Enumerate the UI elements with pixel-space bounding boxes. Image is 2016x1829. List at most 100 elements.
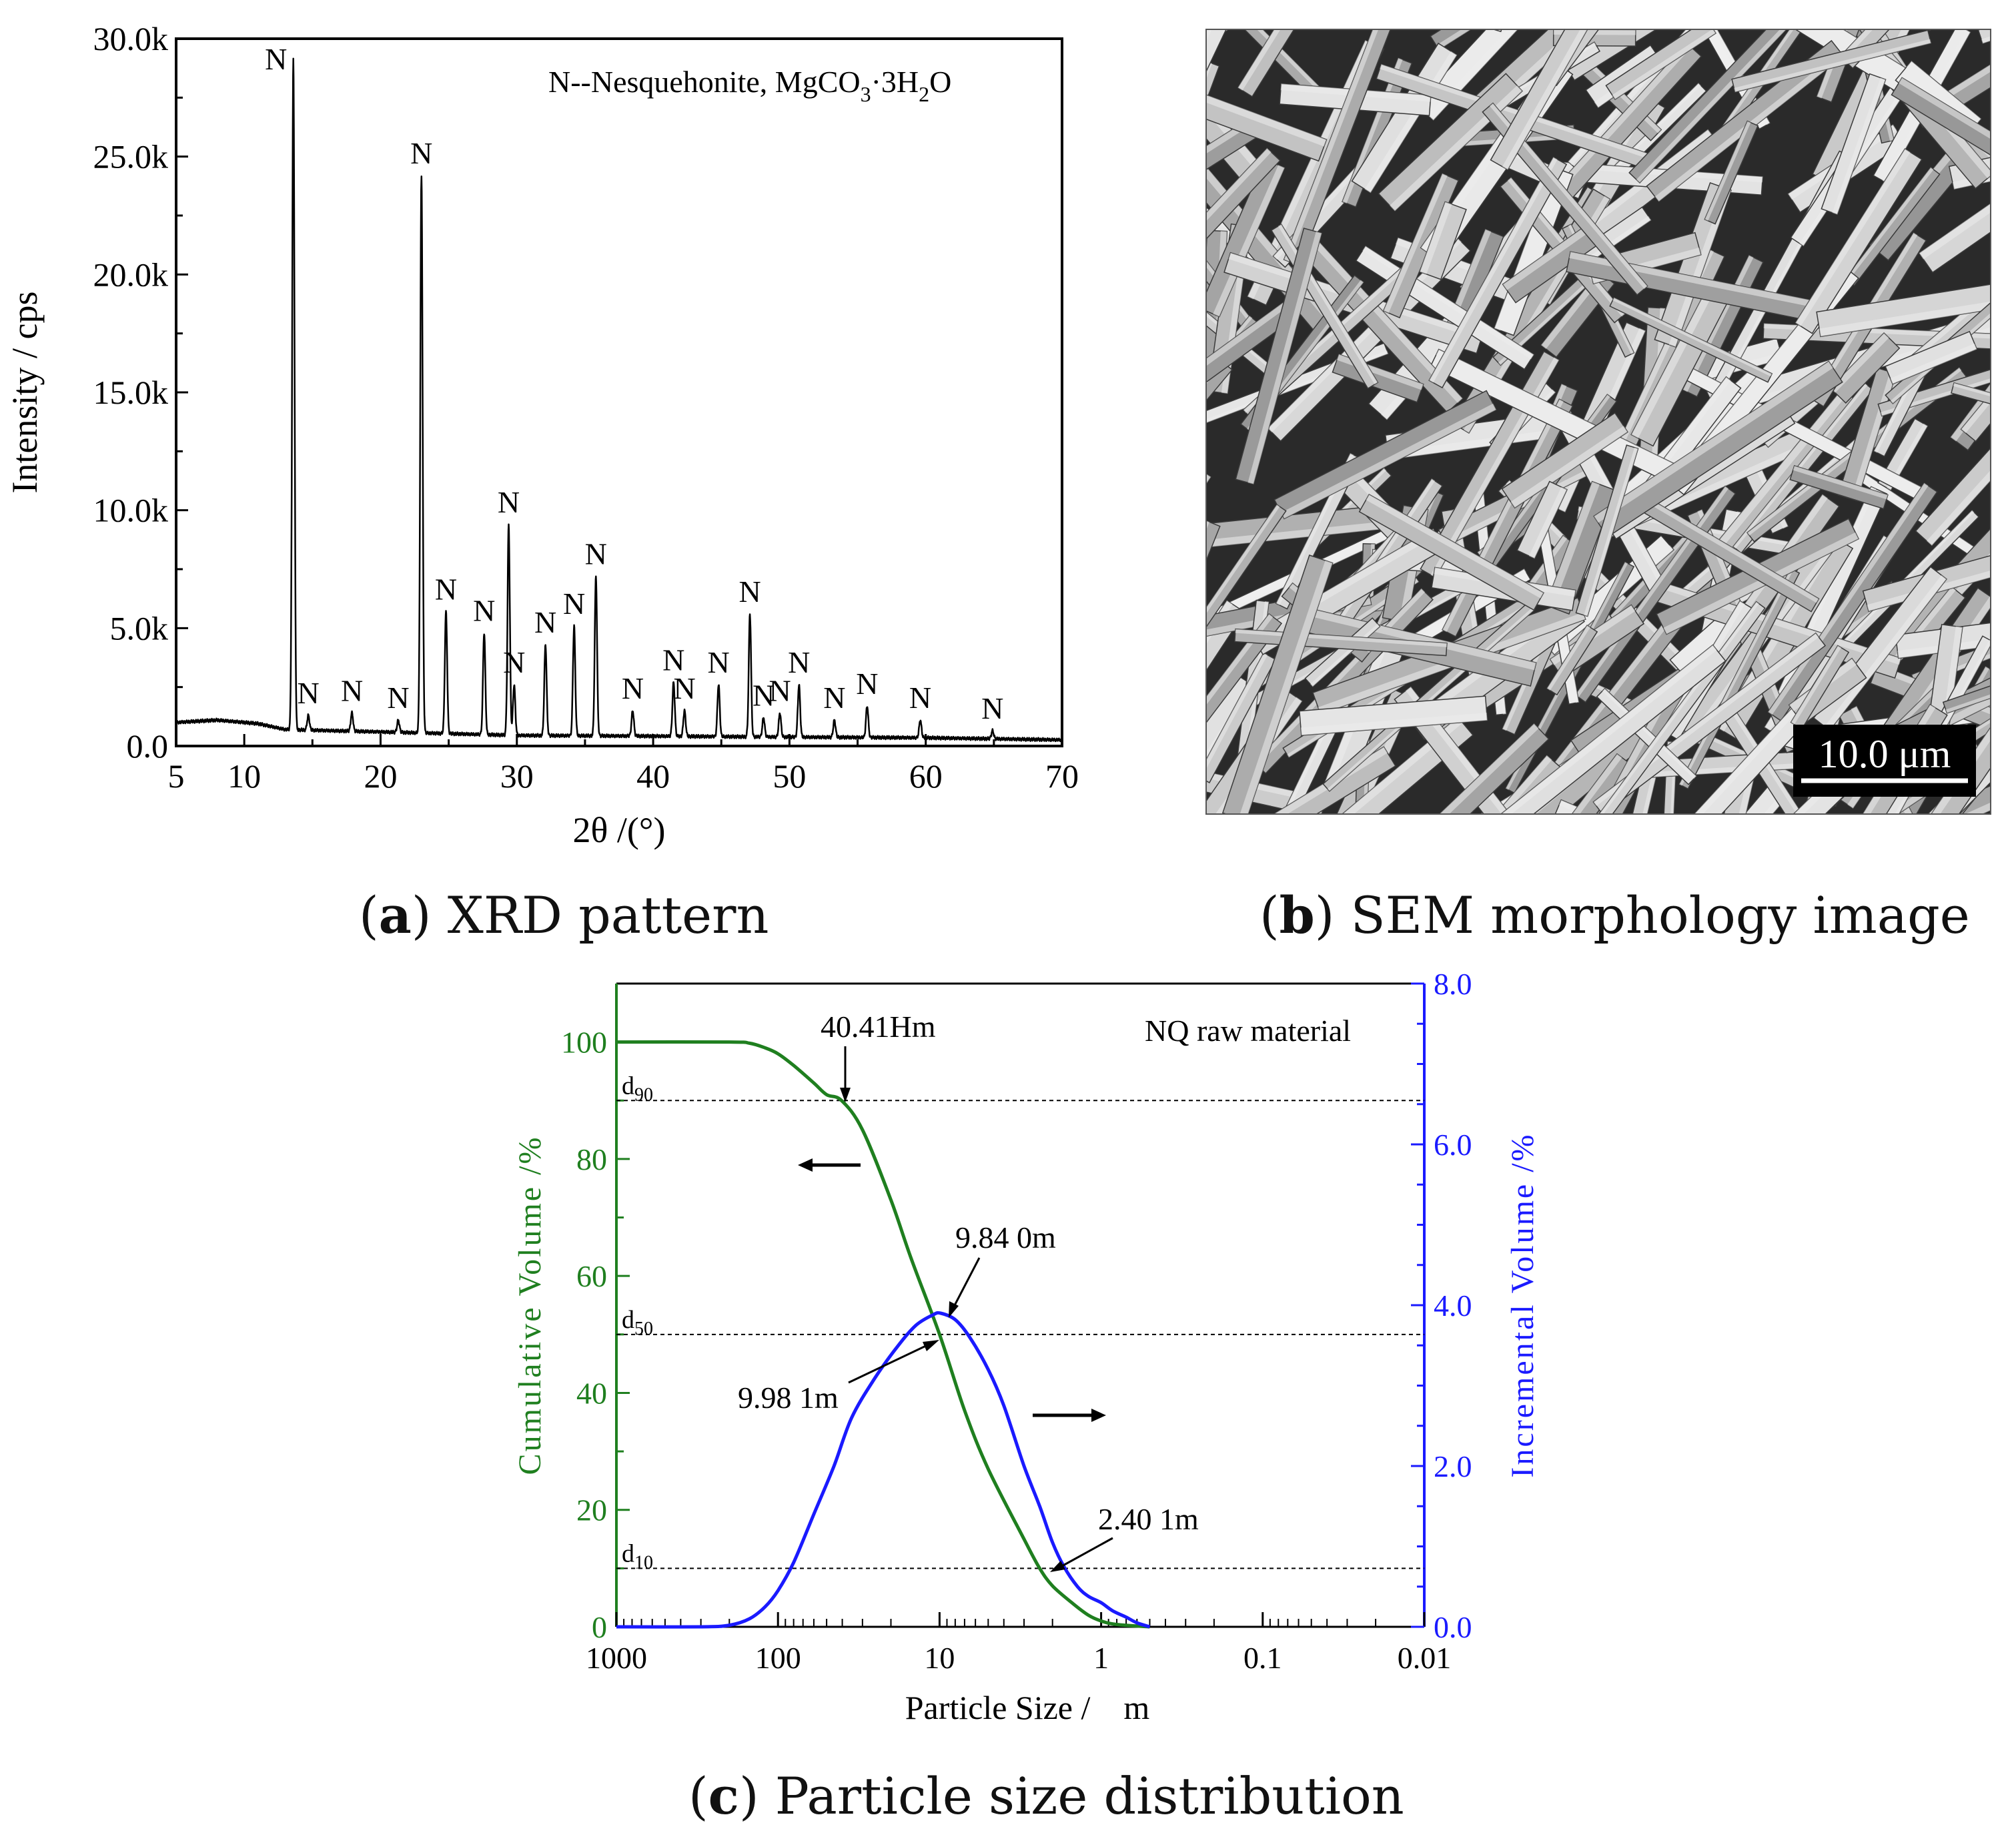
xrd-peak-label: N	[265, 42, 287, 76]
xrd-peak-label: N	[673, 671, 695, 705]
sem-needle	[1829, 332, 1901, 404]
sem-needle	[1546, 625, 1598, 696]
sem-needle-highlight	[1429, 157, 1558, 383]
sem-needle-body	[1918, 29, 1991, 32]
sem-needle	[1501, 412, 1628, 509]
svg-text:40.41Hm: 40.41Hm	[821, 1010, 936, 1044]
sem-needle	[1918, 199, 1991, 274]
sem-needle	[1816, 280, 1991, 338]
sem-needle	[1951, 382, 1991, 426]
right-axis-arrow	[1033, 1409, 1106, 1422]
xrd-peak-label: N	[498, 485, 520, 519]
sem-needle	[1386, 29, 1508, 33]
sem-needle	[1206, 504, 1287, 648]
sem-needle	[1358, 493, 1544, 611]
sem-needle-highlight	[1663, 532, 1859, 635]
xrd-x-tick-label: 50	[773, 757, 806, 795]
sem-needle-highlight	[1668, 188, 1732, 348]
psd-right-tick-label: 4.0	[1434, 1289, 1472, 1323]
sem-needle	[1206, 61, 1220, 152]
left-axis-arrow	[798, 1158, 861, 1172]
sem-needle	[1915, 380, 1991, 546]
sem-needle	[1206, 652, 1277, 783]
sem-needle-highlight	[1247, 232, 1322, 484]
sem-needle-highlight	[1612, 298, 1773, 377]
scale-bar-label: 10.0 μm	[1819, 732, 1951, 776]
sem-needle-highlight	[1832, 77, 1886, 215]
sem-needle-highlight	[1437, 723, 1539, 814]
sem-needle	[1609, 297, 1773, 383]
xrd-y-tick-label: 10.0k	[93, 492, 169, 529]
sem-needle	[1206, 519, 1221, 609]
sem-needle-body	[1977, 29, 1991, 45]
sem-needle-highlight	[1302, 717, 1463, 814]
sem-needle-highlight	[1734, 39, 1931, 93]
sem-needle-body	[1428, 156, 1568, 389]
sem-needle-body	[1494, 753, 1634, 814]
incremental-volume-curve	[616, 1311, 1151, 1629]
sem-needle-highlight	[1476, 755, 1552, 814]
xrd-peak-label: N	[435, 573, 457, 607]
xrd-x-tick-label: 20	[364, 757, 397, 795]
xrd-y-tick-label: 15.0k	[93, 374, 169, 411]
sem-needle-highlight	[1899, 77, 1991, 147]
psd-x-tick-label: 0.01	[1398, 1641, 1452, 1675]
sem-needle-highlight	[1206, 47, 1327, 147]
sem-needle-body	[1133, 352, 1199, 478]
sem-needle	[1704, 120, 1759, 225]
sem-needle	[1206, 464, 1212, 581]
sem-needle-body	[1554, 799, 1661, 814]
xrd-peak-label: N	[534, 605, 556, 639]
sem-needle-highlight	[1206, 504, 1280, 643]
sem-needle	[1221, 555, 1334, 814]
sem-needle	[1516, 480, 1568, 560]
sem-needle-body	[1482, 102, 1648, 296]
sem-needle-highlight	[1729, 707, 1810, 814]
sem-needle-highlight	[1383, 173, 1448, 314]
sem-needle-highlight	[1550, 161, 1763, 183]
sem-needle	[1206, 147, 1281, 296]
sem-needle-highlight	[1546, 625, 1590, 691]
psd-chart: 0 20 40 60 80 100 0.0 2.0 4.0 6.0 8.0 1000 100 10 1 0…	[512, 967, 1540, 1826]
sem-needle-highlight	[1420, 202, 1452, 274]
xrd-x-tick-label: 60	[909, 757, 943, 795]
xrd-peak-label: N	[585, 537, 607, 571]
xrd-y-tick-label: 30.0k	[93, 20, 169, 57]
caption-c: (c) Particle size distribution	[688, 1766, 1404, 1826]
xrd-x-axis-label: 2θ /(°)	[573, 810, 666, 850]
sem-needle-highlight	[1584, 447, 1638, 617]
sem-needle-body	[1150, 575, 1202, 803]
xrd-y-tick-label: 5.0k	[110, 609, 169, 647]
sem-needle-highlight	[1637, 492, 1819, 603]
sem-needle	[1296, 233, 1464, 414]
sem-needle-body	[1206, 599, 1245, 783]
sem-needle-body	[1592, 632, 1827, 814]
sem-needle	[1494, 753, 1634, 814]
psd-d-label: d10	[622, 1539, 653, 1573]
sem-needle	[1206, 599, 1245, 783]
psd-right-axis-label: Incremental Volume /%	[1505, 1132, 1540, 1477]
sem-needle-highlight	[1510, 426, 1628, 508]
sem-needle	[1628, 29, 1803, 184]
sem-needle-highlight	[1569, 252, 1823, 309]
xrd-x-tick-label: 5	[168, 757, 185, 795]
sem-needle	[1498, 644, 1726, 814]
sem-needle-highlight	[1887, 423, 1928, 490]
sem-needle	[1206, 29, 1234, 194]
sem-needle-body	[1915, 380, 1991, 546]
sem-needle	[1558, 803, 1606, 814]
sem-needle-highlight	[1206, 114, 1259, 233]
sem-needle-highlight	[1722, 0, 1867, 21]
sem-needle	[1631, 492, 1820, 613]
annotation-d50: 9.98 1m	[738, 1340, 939, 1415]
sem-needle-body	[1206, 519, 1221, 609]
sem-needle	[1206, 47, 1328, 162]
xrd-x-tick-label: 30	[500, 757, 534, 795]
sem-needle-highlight	[1633, 704, 1801, 814]
sem-needle-highlight	[1206, 148, 1272, 286]
sem-needle-body	[1516, 480, 1568, 560]
sem-needle	[1789, 465, 1889, 510]
xrd-peak-label: N	[662, 643, 684, 677]
sem-needle-highlight	[1206, 29, 1213, 127]
xrd-plot-frame	[175, 37, 1063, 747]
